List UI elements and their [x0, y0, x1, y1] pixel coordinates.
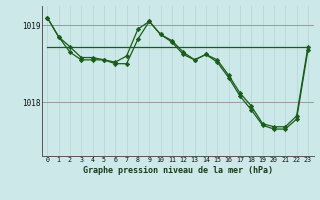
X-axis label: Graphe pression niveau de la mer (hPa): Graphe pression niveau de la mer (hPa): [83, 166, 273, 175]
